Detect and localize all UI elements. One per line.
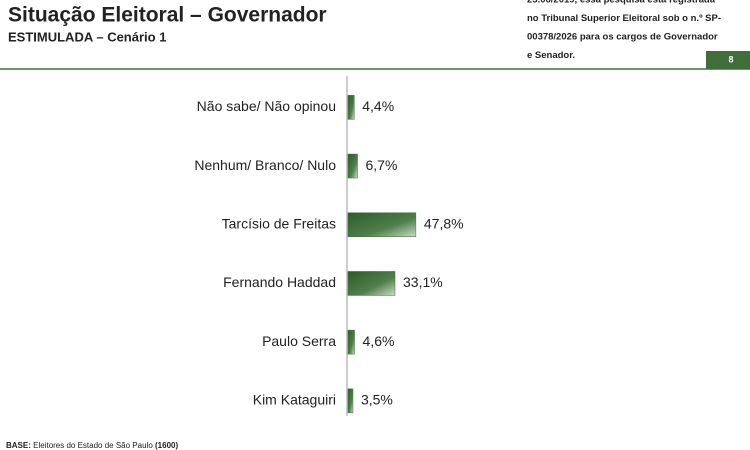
value-label: 47,8% <box>424 215 464 231</box>
category-label: Nenhum/ Branco/ Nulo <box>194 157 336 173</box>
value-label: 3,5% <box>361 392 393 408</box>
bar <box>347 153 358 179</box>
note: 25.06/2019, essa pesquisa está registrad… <box>527 0 721 61</box>
note-line: e Senador. <box>527 50 575 61</box>
category-label: Tarcísio de Freitas <box>222 215 336 231</box>
bar <box>347 388 354 414</box>
bars: Não sabe/ Não opinou 4,4% Nenhum/ Branco/ … <box>194 95 464 414</box>
footer-label: BASE: <box>6 441 31 450</box>
category-label: Kim Kataguiri <box>253 392 336 408</box>
bar <box>347 212 417 237</box>
chart-subtitle: ESTIMULADA – Cenário 1 <box>8 29 166 44</box>
category-label: Fernando Haddad <box>223 274 336 290</box>
bar <box>347 329 355 355</box>
footer: BASE: Eleitores do Estado de São Paulo (… <box>6 441 178 450</box>
note-line: no Tribunal Superior Eleitoral sob o n.º… <box>527 13 721 24</box>
bar <box>347 95 355 120</box>
footer-text: Eleitores do Estado de São Paulo <box>33 441 153 450</box>
value-label: 6,7% <box>366 157 398 173</box>
value-label: 4,6% <box>363 333 395 349</box>
page-number-box <box>706 51 750 69</box>
note-line: 25.06/2019, essa pesquisa está registrad… <box>527 0 716 6</box>
page-number: 8 <box>728 54 733 64</box>
category-label: Não sabe/ Não opinou <box>197 98 336 114</box>
footer-count: (1600) <box>155 441 178 450</box>
note-line: 00378/2026 para os cargos de Governador <box>527 32 718 43</box>
value-label: 33,1% <box>403 274 443 290</box>
value-label: 4,4% <box>362 98 394 114</box>
category-label: Paulo Serra <box>262 333 336 349</box>
bar <box>347 271 396 296</box>
chart-title: Situação Eleitoral – Governador <box>8 4 327 27</box>
